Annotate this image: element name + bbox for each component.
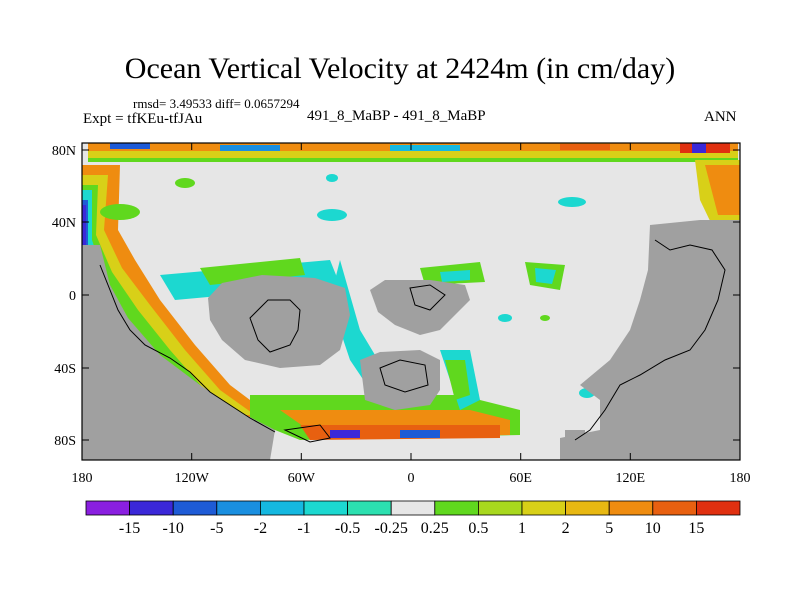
lon-tick-label: 120W [175, 471, 210, 486]
velocity-patch [317, 209, 347, 221]
map-plot [82, 143, 740, 460]
colorbar-swatch [259, 500, 305, 516]
velocity-patch [390, 145, 460, 151]
colorbar-swatch [434, 500, 479, 516]
lon-tick-label: 60E [509, 471, 532, 486]
lon-tick-label: 180 [730, 471, 751, 486]
velocity-patch [692, 143, 706, 153]
coastline [99, 264, 276, 433]
colorbar-swatch [129, 500, 174, 516]
lat-tick-label: 0 [69, 289, 76, 304]
latitude-axis: 80N 40N 0 40S 80S [52, 144, 740, 449]
colorbar-label: -2 [254, 520, 267, 537]
colorbar-label: 0.5 [468, 520, 488, 537]
colorbar-swatch [172, 500, 218, 516]
velocity-patch [558, 197, 586, 207]
coastline [249, 299, 301, 353]
velocity-patch [88, 151, 738, 158]
land-masses [82, 220, 740, 460]
colorbar-swatch [303, 500, 348, 516]
colorbar-swatch [652, 500, 697, 516]
land-mass [82, 245, 275, 460]
lon-tick-label: 120E [616, 471, 646, 486]
land-mass [208, 275, 350, 368]
velocity-patch [175, 178, 195, 188]
colorbar-swatch [347, 500, 392, 516]
colorbar-label: 2 [562, 520, 570, 537]
colorbar-label: -5 [210, 520, 223, 537]
season-label: ANN [704, 109, 737, 125]
land-mass [560, 220, 740, 460]
colorbar-label: -1 [297, 520, 310, 537]
colorbar-label: -0.5 [335, 520, 360, 537]
velocity-patch [540, 315, 550, 321]
velocity-patch [535, 268, 556, 284]
land-mass [360, 350, 440, 410]
lon-tick-label: 0 [408, 471, 415, 486]
land-mass [565, 430, 585, 440]
colorbar-label: 5 [605, 520, 613, 537]
colorbar-swatch [608, 500, 654, 516]
case-label: 491_8_MaBP - 491_8_MaBP [307, 108, 486, 124]
lat-tick-label: 40S [54, 362, 76, 377]
velocity-patch [400, 430, 440, 438]
velocity-patch [110, 143, 150, 149]
velocity-patch [100, 204, 140, 220]
colorbar-swatch [390, 500, 436, 516]
lat-tick-label: 40N [52, 216, 76, 231]
lat-tick-label: 80N [52, 144, 76, 159]
velocity-patch [445, 360, 470, 400]
coastline [379, 359, 429, 393]
colorbar-swatch [477, 500, 523, 516]
colorbar-label: -0.25 [375, 520, 408, 537]
velocity-patch [326, 174, 338, 182]
velocity-patch [200, 258, 305, 285]
stats-label: rmsd= 3.49533 diff= 0.0657294 [133, 96, 300, 111]
lon-tick-label: 180 [72, 471, 93, 486]
velocity-patch [498, 314, 512, 322]
longitude-axis: 180 120W 60W 0 60E 120E 180 [72, 143, 751, 486]
velocity-patch [88, 158, 738, 162]
lon-tick-label: 60W [288, 471, 316, 486]
velocity-patch [440, 270, 470, 282]
chart-title: Ocean Vertical Velocity at 2424m (in cm/… [124, 52, 676, 85]
velocity-patch [220, 145, 280, 151]
colorbar-label: -15 [119, 520, 140, 537]
colorbar-label: 1 [518, 520, 526, 537]
colorbar-label: 10 [645, 520, 661, 537]
coastline [574, 239, 726, 441]
colorbar-swatch [696, 500, 741, 516]
colorbar-swatch [216, 500, 261, 516]
lat-tick-label: 80S [54, 434, 76, 449]
colorbar-swatch [521, 500, 566, 516]
coastline [409, 284, 446, 311]
colorbar: -15 -10 -5 -2 -1 -0.5 -0.25 0.25 0.5 1 2 5 10 15 [85, 500, 741, 537]
colorbar-swatch [565, 500, 610, 516]
colorbar-label: -10 [163, 520, 184, 537]
colorbar-label: 0.25 [421, 520, 449, 537]
colorbar-label: 15 [688, 520, 704, 537]
coastline [283, 424, 331, 443]
velocity-patch [330, 430, 360, 438]
land-mass [370, 280, 470, 335]
experiment-label: Expt = tfKEu-tfJAu [83, 111, 203, 127]
coastlines [99, 239, 726, 443]
velocity-patch [560, 144, 610, 150]
velocity-patch [705, 165, 740, 215]
colorbar-swatch [85, 500, 130, 516]
